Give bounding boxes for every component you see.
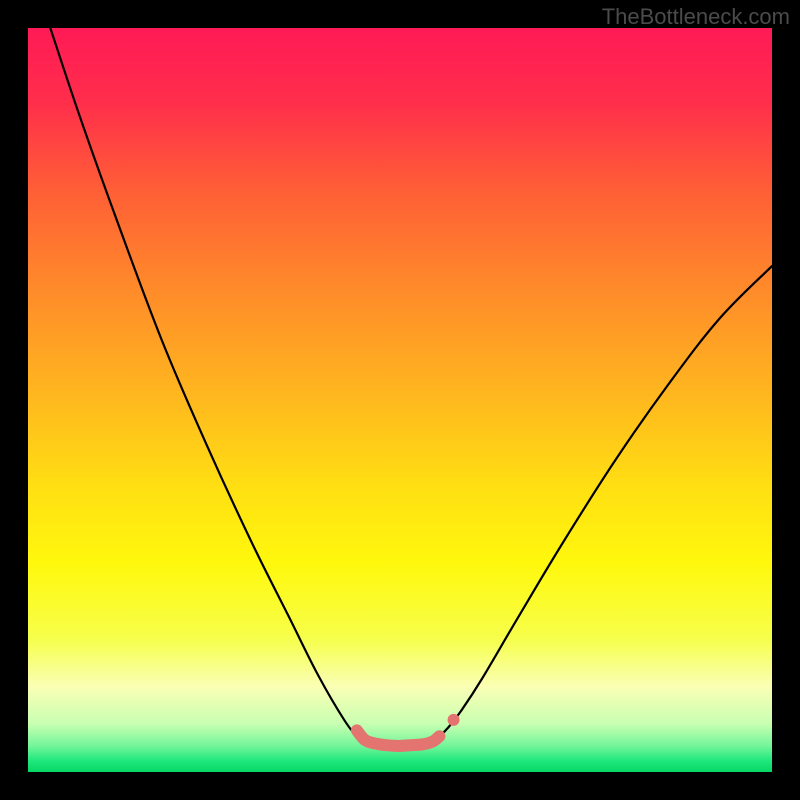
bottleneck-chart	[0, 0, 800, 800]
gradient-background	[28, 28, 772, 772]
chart-stage: TheBottleneck.com	[0, 0, 800, 800]
highlight-end-dot	[448, 714, 460, 726]
